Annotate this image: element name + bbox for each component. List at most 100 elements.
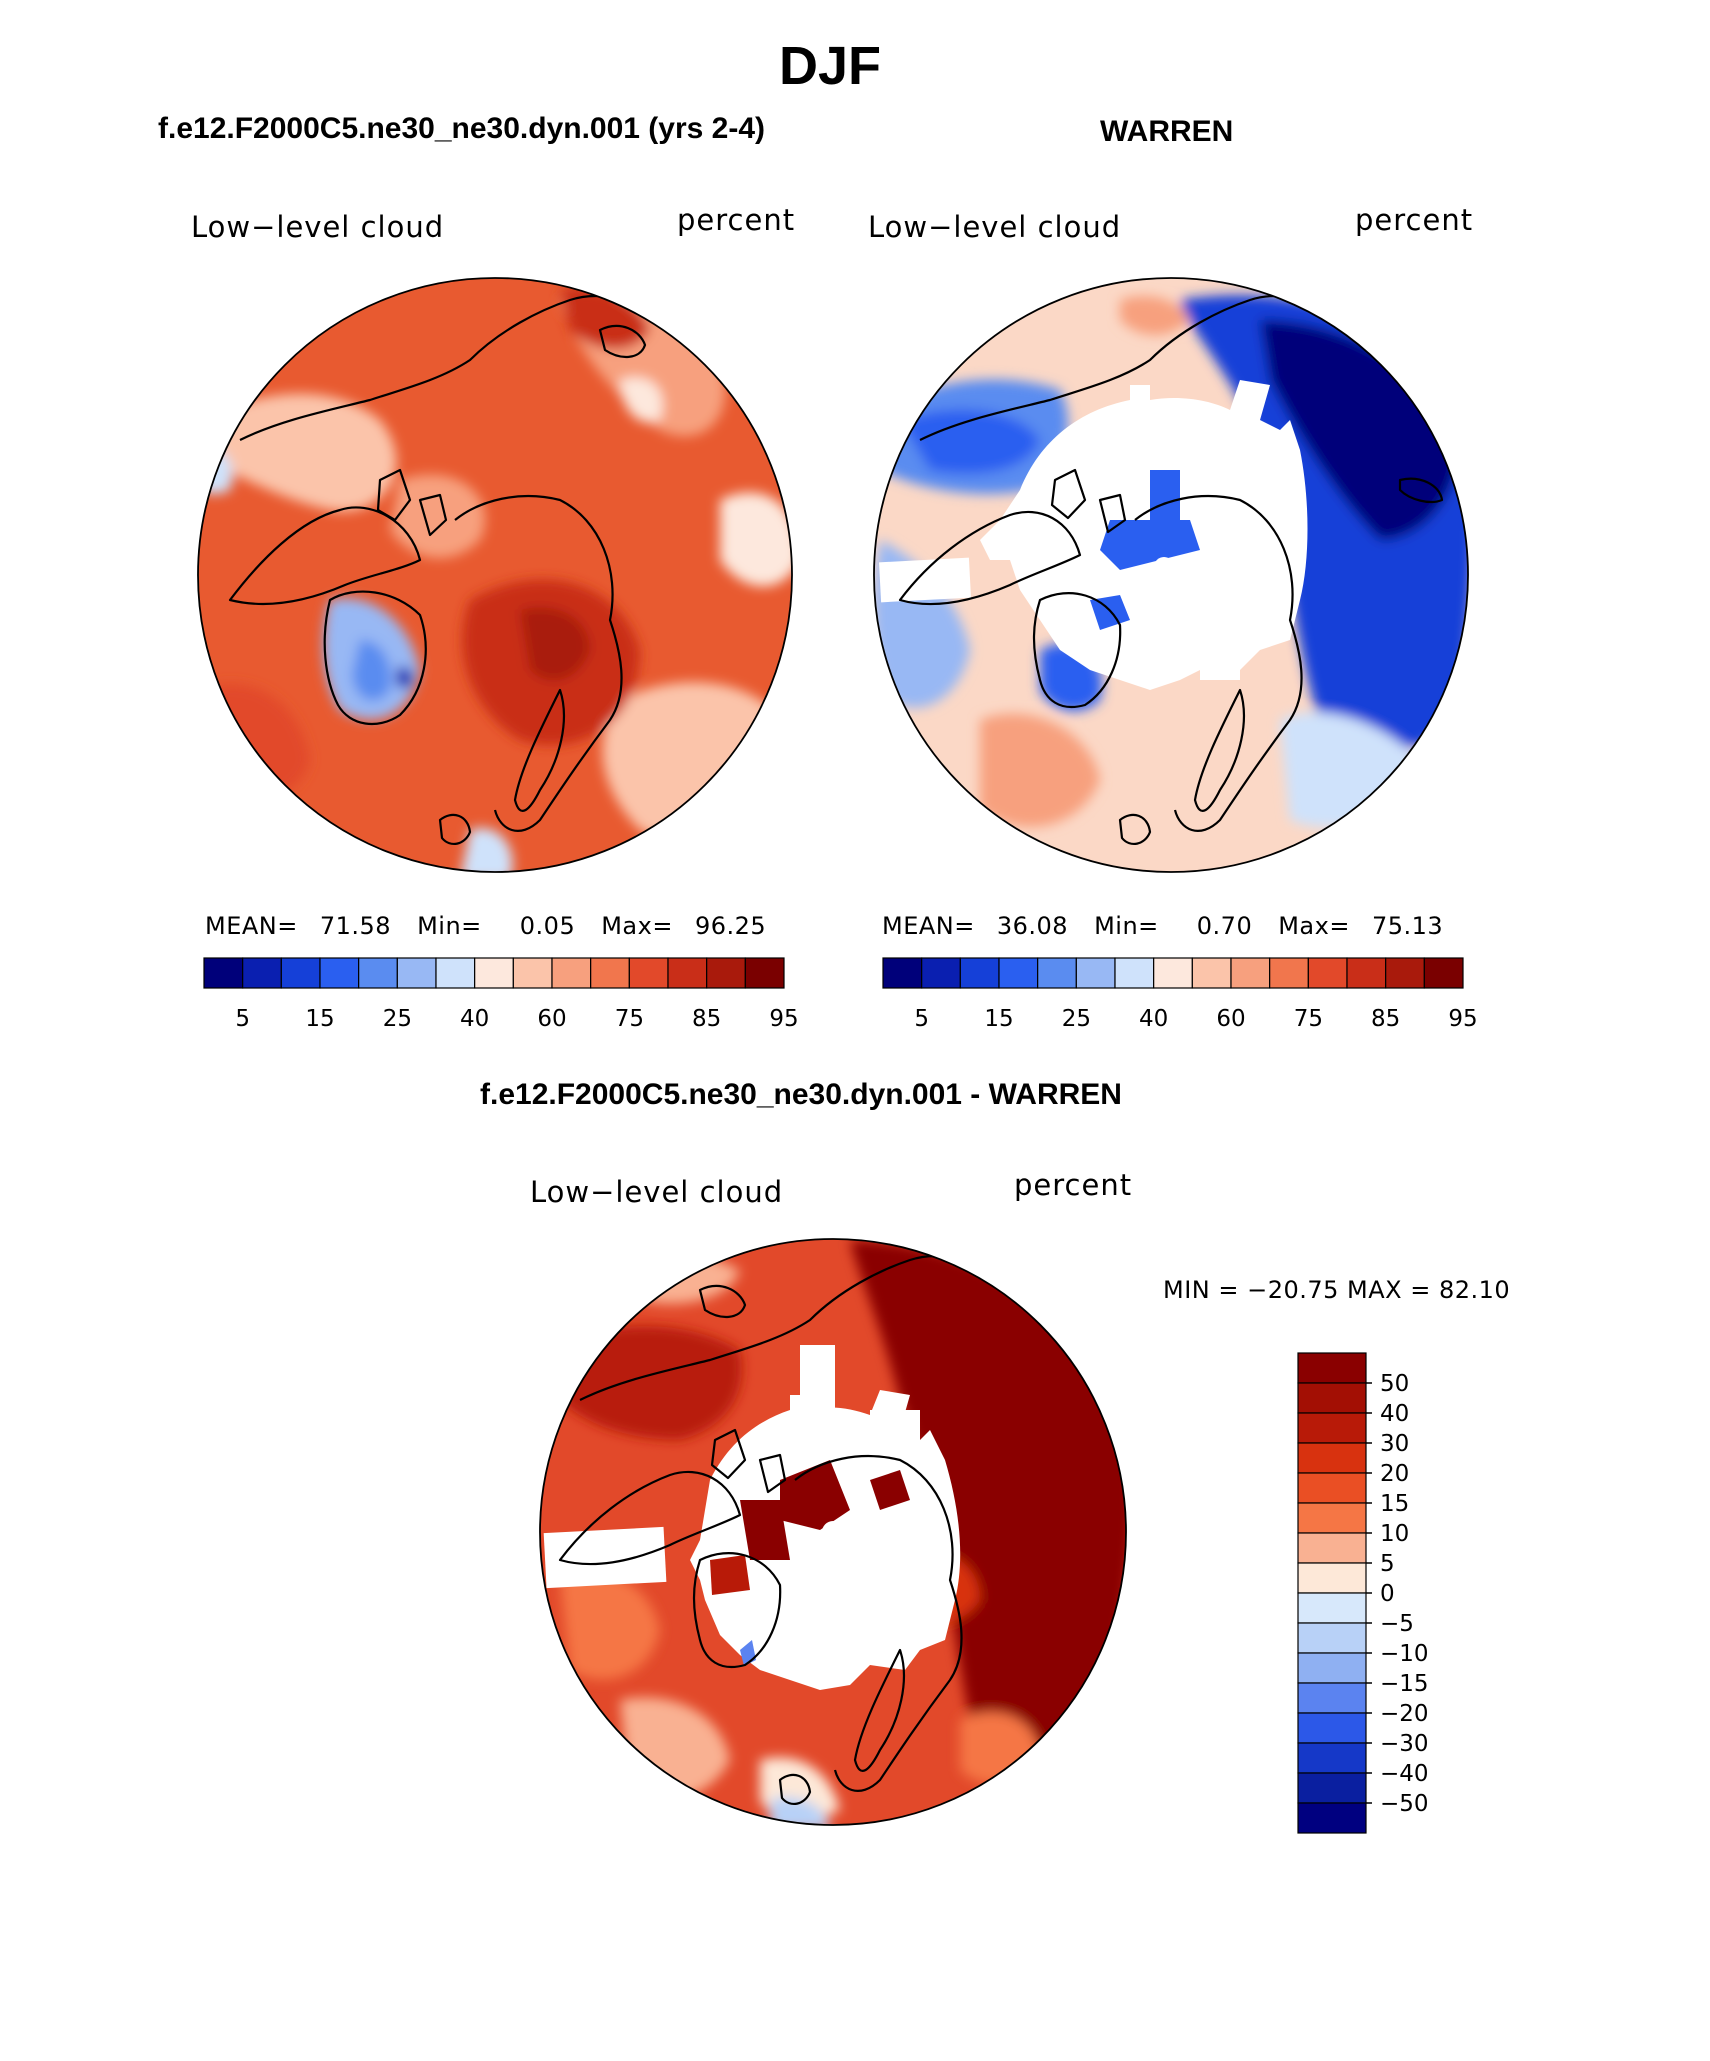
- panel2-min-value: 0.70: [1196, 912, 1253, 940]
- map-warren: [873, 277, 1469, 873]
- colorbar-panel1-swatch: [590, 957, 630, 989]
- colorbar-panel2-swatch: [1075, 957, 1116, 989]
- colorbar-panel2-tick-label: 25: [1062, 1006, 1091, 1032]
- panel2-max-value: 75.13: [1371, 912, 1444, 940]
- colorbar-panel1-swatch: [667, 957, 708, 989]
- colorbar-difference-swatch: [1297, 1682, 1367, 1714]
- colorbar-panel2-swatch: [1230, 957, 1271, 989]
- colorbar-panel1-tick-label: 5: [235, 1006, 250, 1032]
- colorbar-difference-tick-label: 10: [1380, 1521, 1409, 1547]
- colorbar-difference-tick-label: −40: [1380, 1761, 1429, 1787]
- colorbar-panel1-swatch: [551, 957, 592, 989]
- colorbar-difference-swatch: [1297, 1592, 1367, 1624]
- colorbar-panel2-swatch: [921, 957, 961, 989]
- colorbar-panel2-tick-label: 85: [1371, 1006, 1400, 1032]
- panel1-max-label: Max=: [601, 912, 673, 940]
- colorbar-panel2-swatch: [1269, 957, 1309, 989]
- colorbar-panel1-tick-label: 15: [305, 1006, 334, 1032]
- panel2-stats: MEAN= 36.08 Min= 0.70 Max= 75.13: [882, 912, 1443, 940]
- colorbar-panel1: 5 15 25 40 60 75 85 95: [203, 957, 799, 1032]
- colorbar-panel1-tick-label: 95: [769, 1006, 798, 1032]
- colorbar-difference-swatch: [1297, 1352, 1367, 1384]
- colorbar-panel1-swatch: [474, 957, 514, 989]
- colorbar-difference-swatch: [1297, 1472, 1367, 1504]
- colorbar-panel1-swatch: [396, 957, 437, 989]
- colorbar-panel2-tick-label: 95: [1448, 1006, 1477, 1032]
- colorbar-panel2-tick-label: 75: [1294, 1006, 1323, 1032]
- panel3-title: f.e12.F2000C5.ne30_ne30.dyn.001 - WARREN: [480, 1078, 1122, 1111]
- colorbar-panel2-swatch: [1385, 957, 1425, 989]
- colorbar-difference-tick-label: 20: [1380, 1461, 1409, 1487]
- colorbar-panel1-tick-label: 25: [383, 1006, 412, 1032]
- colorbar-panel2-swatch: [1307, 957, 1348, 989]
- panel1-title: f.e12.F2000C5.ne30_ne30.dyn.001 (yrs 2-4…: [158, 112, 766, 145]
- panel2-mean-value: 36.08: [996, 912, 1069, 940]
- colorbar-difference-tick-label: 0: [1380, 1581, 1395, 1607]
- panel3-stats: MIN = −20.75 MAX = 82.10: [1163, 1276, 1511, 1304]
- colorbar-difference-tick-label: −30: [1380, 1731, 1429, 1757]
- panel1-min-value: 0.05: [519, 912, 576, 940]
- colorbar-panel2-swatch: [1423, 957, 1464, 989]
- colorbar-difference-tick-label: −15: [1380, 1671, 1429, 1697]
- colorbar-panel1-swatch: [358, 957, 398, 989]
- colorbar-panel2-tick-label: 40: [1139, 1006, 1168, 1032]
- colorbar-panel1-swatch: [242, 957, 282, 989]
- colorbar-panel1-swatch: [435, 957, 476, 989]
- colorbar-difference-tick-label: 30: [1380, 1431, 1409, 1457]
- colorbar-difference-swatch: [1297, 1532, 1367, 1564]
- panel2-max-label: Max=: [1278, 912, 1350, 940]
- panel1-max-value: 96.25: [694, 912, 767, 940]
- main-title: DJF: [778, 36, 881, 96]
- panel1-mean-label: MEAN=: [205, 912, 298, 940]
- colorbar-difference-swatch: [1297, 1742, 1367, 1774]
- colorbar-difference-swatch: [1297, 1772, 1367, 1804]
- panel2-min-label: Min=: [1094, 912, 1159, 940]
- panel1-mean-value: 71.58: [319, 912, 392, 940]
- colorbar-difference-tick-label: 5: [1380, 1551, 1395, 1577]
- panel2-title: WARREN: [1100, 115, 1234, 148]
- colorbar-panel2-swatch: [1191, 957, 1232, 989]
- colorbar-difference-tick-label: 40: [1380, 1401, 1409, 1427]
- colorbar-difference-tick-label: −20: [1380, 1701, 1429, 1727]
- colorbar-panel1-swatch: [706, 957, 746, 989]
- colorbar-panel1-swatch: [203, 957, 244, 989]
- colorbar-difference-swatch: [1297, 1382, 1367, 1414]
- panel1-units-label: percent: [677, 203, 796, 237]
- colorbar-panel1-tick-label: 85: [692, 1006, 721, 1032]
- panel1-min-label: Min=: [417, 912, 482, 940]
- colorbar-difference-tick-label: −10: [1380, 1641, 1429, 1667]
- colorbar-difference-swatch: [1297, 1442, 1367, 1474]
- colorbar-panel2-swatch: [998, 957, 1039, 989]
- colorbar-difference-swatch: [1297, 1562, 1367, 1594]
- panel3-units-label: percent: [1014, 1168, 1133, 1202]
- colorbar-panel2-swatch: [1346, 957, 1387, 989]
- colorbar-difference-swatch: [1297, 1652, 1367, 1684]
- colorbar-panel2-swatch: [959, 957, 1000, 989]
- colorbar-panel1-tick-label: 40: [460, 1006, 489, 1032]
- colorbar-difference-swatch: [1297, 1622, 1367, 1654]
- colorbar-difference-swatch: [1297, 1502, 1367, 1534]
- panel1-variable-label: Low−level cloud: [191, 210, 445, 244]
- colorbar-difference-tick-label: −5: [1380, 1611, 1414, 1637]
- panel2-variable-label: Low−level cloud: [868, 210, 1122, 244]
- colorbar-panel2-swatch: [1114, 957, 1155, 989]
- colorbar-difference-tick-label: −50: [1380, 1791, 1429, 1817]
- colorbar-panel1-tick-label: 60: [537, 1006, 566, 1032]
- colorbar-panel2-swatch: [1153, 957, 1193, 989]
- colorbar-panel1-swatch: [280, 957, 321, 989]
- colorbar-panel1-swatch: [512, 957, 553, 989]
- colorbar-difference-tick-label: 15: [1380, 1491, 1409, 1517]
- colorbar-panel1-swatch: [744, 957, 785, 989]
- panel1-stats: MEAN= 71.58 Min= 0.05 Max= 96.25: [205, 912, 766, 940]
- map-model: [197, 277, 793, 873]
- colorbar-difference-swatch: [1297, 1802, 1367, 1834]
- map-difference: [539, 1238, 1127, 1826]
- colorbar-panel2-tick-label: 15: [984, 1006, 1013, 1032]
- colorbar-panel2-swatch: [882, 957, 923, 989]
- colorbar-difference-tick-label: 50: [1380, 1371, 1409, 1397]
- panel2-mean-label: MEAN=: [882, 912, 975, 940]
- colorbar-panel1-tick-label: 75: [615, 1006, 644, 1032]
- colorbar-panel2: 5 15 25 40 60 75 85 95: [882, 957, 1478, 1032]
